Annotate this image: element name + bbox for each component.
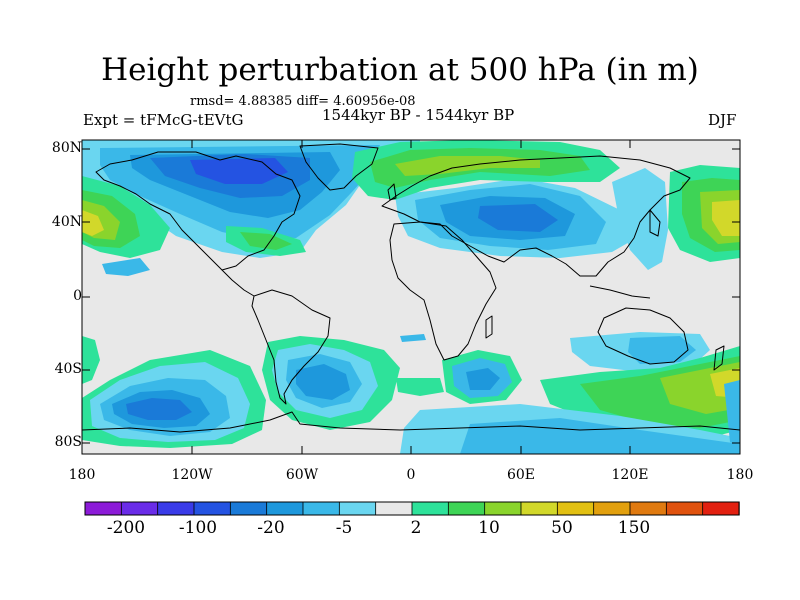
lon-label-60e: 60E — [506, 467, 536, 483]
colorbar-swatch — [120, 501, 159, 516]
contour-south-mid-blue — [126, 398, 192, 420]
experiment-label: Expt = tFMcG-tEVtG — [83, 111, 244, 129]
coastline-antarctica — [82, 411, 740, 433]
plot-title: Height perturbation at 500 hPa (in m) — [101, 52, 699, 88]
colorbar-swatch — [229, 501, 268, 516]
colorbar-swatch — [338, 501, 377, 516]
lon-label-180e: 180 — [726, 467, 754, 483]
lon-label-120e: 120E — [611, 467, 649, 483]
colorbar-swatch — [157, 501, 195, 516]
colorbar-swatch — [593, 501, 631, 516]
colorbar-label: 150 — [617, 518, 651, 538]
colorbar-swatch — [302, 501, 341, 516]
contour-aus-sky-blue — [628, 336, 696, 364]
contour-north-deep-blue — [190, 158, 288, 184]
lon-label-0: 0 — [406, 467, 416, 483]
coastline-africa — [389, 221, 497, 361]
colorbar-label: 2 — [410, 518, 422, 538]
colorbar-label: -5 — [335, 518, 353, 538]
lat-label-80n: 80N — [51, 140, 82, 156]
colorbar-swatch — [629, 501, 668, 516]
colorbar-swatch — [702, 501, 740, 516]
colorbar-swatch — [375, 501, 413, 516]
contour-fills — [82, 140, 740, 454]
coastline-north-america — [95, 151, 301, 271]
lat-label-0: 0 — [73, 288, 82, 304]
lat-label-40n: 40N — [51, 214, 82, 230]
contour-north-light-blue — [612, 168, 668, 270]
contour-south-teal — [82, 336, 100, 384]
coastline-central-america — [221, 269, 255, 297]
colorbar-swatch — [193, 501, 232, 516]
contour-south-indian-deepblue — [466, 368, 500, 390]
contour-north-yellow — [712, 200, 740, 236]
contour-north-yellow — [82, 210, 104, 236]
coastline-indonesia — [589, 285, 651, 299]
season-label: DJF — [708, 111, 737, 129]
contour-south-indian-teal — [396, 378, 444, 396]
contour-north-mid-blue — [478, 204, 558, 232]
contour-atlantic-green — [240, 232, 292, 250]
colorbar-label: -20 — [257, 518, 285, 538]
lon-label-120w: 120W — [171, 467, 213, 483]
colorbar-swatch — [266, 501, 304, 516]
stats-text: rmsd= 4.88385 diff= 4.60956e-08 — [190, 94, 416, 109]
colorbar-frame — [84, 501, 740, 516]
coastline-australia — [597, 307, 689, 365]
coastline-eurasia — [381, 155, 691, 277]
colorbar-label: -200 — [106, 518, 146, 538]
coastline-madagascar — [485, 315, 493, 339]
lon-label-180w: 180 — [68, 467, 96, 483]
colorbar-swatch — [411, 501, 450, 516]
colorbar — [84, 501, 740, 516]
colorbar-swatch — [484, 501, 522, 516]
contour-indian-blue — [400, 334, 426, 342]
coastline-greenland — [299, 143, 379, 191]
coastlines — [82, 143, 740, 433]
coastline-nz — [713, 345, 725, 371]
colorbar-label: 50 — [551, 518, 573, 538]
coastline-south-america — [251, 289, 331, 405]
contour-pacific-blue — [102, 258, 150, 276]
colorbar-label: 10 — [478, 518, 500, 538]
colorbar-swatch — [447, 501, 486, 516]
coastline-uk — [387, 183, 397, 201]
axis-ticks — [82, 140, 740, 454]
colorbar-swatch — [556, 501, 595, 516]
period-label: 1544kyr BP - 1544kyr BP — [322, 106, 515, 124]
lat-label-80s: 80S — [54, 434, 82, 450]
colorbar-swatch — [84, 501, 123, 516]
lon-label-60w: 60W — [285, 467, 319, 483]
colorbar-swatch — [520, 501, 559, 516]
colorbar-swatch — [665, 501, 704, 516]
coastline-japan — [649, 209, 661, 237]
contour-south-atlantic-blue — [296, 364, 350, 400]
lat-label-40s: 40S — [54, 361, 82, 377]
colorbar-label: -100 — [178, 518, 218, 538]
